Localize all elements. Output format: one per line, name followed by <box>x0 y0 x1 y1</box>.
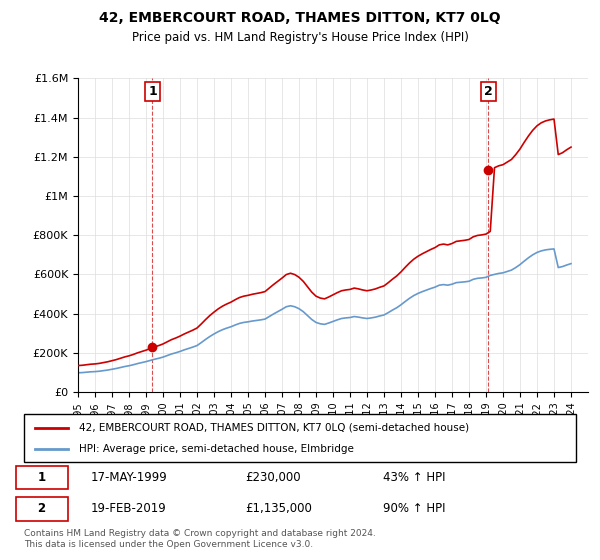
Text: 42, EMBERCOURT ROAD, THAMES DITTON, KT7 0LQ: 42, EMBERCOURT ROAD, THAMES DITTON, KT7 … <box>99 11 501 25</box>
Text: HPI: Average price, semi-detached house, Elmbridge: HPI: Average price, semi-detached house,… <box>79 444 354 454</box>
Text: Contains HM Land Registry data © Crown copyright and database right 2024.
This d: Contains HM Land Registry data © Crown c… <box>24 529 376 549</box>
Text: 2: 2 <box>484 85 493 97</box>
Text: 90% ↑ HPI: 90% ↑ HPI <box>383 502 445 515</box>
FancyBboxPatch shape <box>16 497 68 521</box>
Text: 2: 2 <box>38 502 46 515</box>
Text: 19-FEB-2019: 19-FEB-2019 <box>90 502 166 515</box>
Text: 43% ↑ HPI: 43% ↑ HPI <box>383 471 445 484</box>
Text: 42, EMBERCOURT ROAD, THAMES DITTON, KT7 0LQ (semi-detached house): 42, EMBERCOURT ROAD, THAMES DITTON, KT7 … <box>79 423 469 433</box>
Text: £230,000: £230,000 <box>245 471 301 484</box>
Text: £1,135,000: £1,135,000 <box>245 502 311 515</box>
FancyBboxPatch shape <box>16 466 68 489</box>
Text: 17-MAY-1999: 17-MAY-1999 <box>90 471 167 484</box>
Text: 1: 1 <box>38 471 46 484</box>
Text: 1: 1 <box>148 85 157 97</box>
FancyBboxPatch shape <box>24 414 576 462</box>
Text: Price paid vs. HM Land Registry's House Price Index (HPI): Price paid vs. HM Land Registry's House … <box>131 31 469 44</box>
